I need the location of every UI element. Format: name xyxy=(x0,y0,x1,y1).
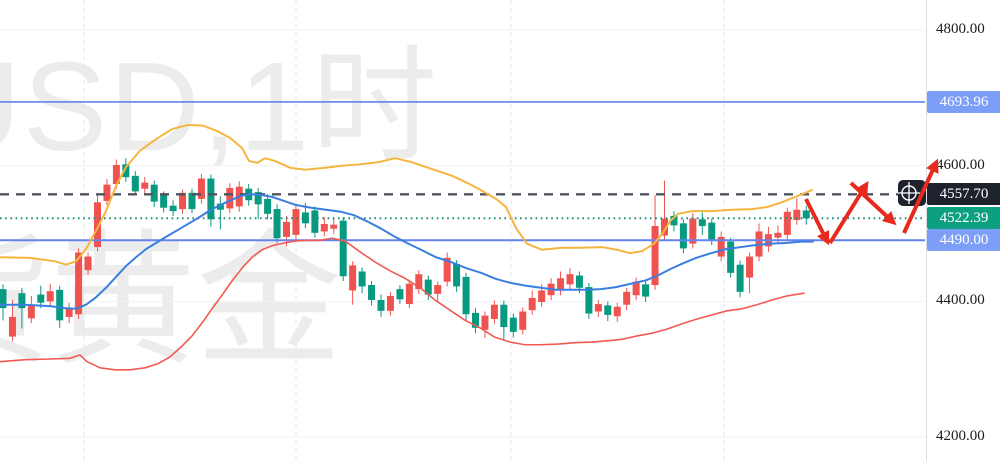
candle xyxy=(18,287,26,329)
candle xyxy=(802,205,810,225)
candle xyxy=(320,217,328,237)
candle xyxy=(94,194,101,252)
candle xyxy=(746,252,754,294)
axis-label-4800.00: 4800.00 xyxy=(936,21,985,37)
axis-label-4200.00: 4200.00 xyxy=(936,428,985,444)
candle xyxy=(632,277,640,300)
candle xyxy=(509,313,517,338)
candle xyxy=(424,275,432,300)
candle xyxy=(8,299,16,342)
candle xyxy=(216,196,224,230)
candle xyxy=(566,268,574,290)
candle xyxy=(613,302,621,322)
candle xyxy=(623,287,631,311)
candle xyxy=(377,294,385,317)
candle xyxy=(207,174,215,227)
candle xyxy=(37,285,45,309)
candle xyxy=(179,189,187,214)
candle xyxy=(264,194,272,220)
candle xyxy=(84,252,92,275)
candle xyxy=(339,217,347,281)
watermark-symbol-timeframe: USD,1时 xyxy=(0,36,440,177)
candle xyxy=(764,226,772,252)
candle xyxy=(642,280,650,303)
candle xyxy=(462,272,470,321)
candle xyxy=(679,219,687,254)
candle xyxy=(311,206,319,238)
candle xyxy=(188,188,196,214)
candle xyxy=(254,188,262,220)
candle xyxy=(727,237,735,278)
candle xyxy=(490,300,498,324)
candle xyxy=(358,267,366,294)
candle xyxy=(368,280,376,306)
candle xyxy=(122,158,130,182)
candle xyxy=(141,177,149,194)
candle xyxy=(481,311,489,338)
price-axis[interactable]: 4800.00 4693.96 4600.00 4557.70 4522.39 4490.… xyxy=(926,0,1000,461)
candle xyxy=(386,291,394,316)
candle xyxy=(131,171,139,196)
candle xyxy=(528,290,536,315)
candle xyxy=(585,283,593,319)
price-badge-4693.96: 4693.96 xyxy=(927,90,1000,113)
price-badge-4557.70: 4557.70 xyxy=(927,183,1000,206)
bollinger-upper-line xyxy=(0,123,813,266)
candle xyxy=(736,260,744,298)
candle xyxy=(472,308,479,334)
axis-label-4600.00: 4600.00 xyxy=(936,156,985,173)
candle xyxy=(557,271,565,296)
candle xyxy=(283,215,290,247)
candle xyxy=(292,205,300,241)
candle xyxy=(65,302,73,324)
candle xyxy=(0,284,7,321)
candle xyxy=(415,270,423,294)
candle xyxy=(150,180,158,208)
candle xyxy=(273,204,281,243)
grid xyxy=(0,0,925,461)
axis-label-4400.00: 4400.00 xyxy=(936,292,985,309)
candle xyxy=(197,173,205,204)
candle xyxy=(670,211,678,232)
candle xyxy=(500,300,508,340)
candle xyxy=(717,231,725,262)
candle xyxy=(443,252,451,287)
candle xyxy=(330,218,338,235)
bollinger-lower-line xyxy=(0,237,805,371)
candle xyxy=(755,223,763,262)
candle xyxy=(103,179,111,206)
candle xyxy=(793,198,801,225)
price-badge-4522.39: 4522.39 xyxy=(927,207,1000,230)
candle xyxy=(349,261,357,305)
candle xyxy=(169,200,177,216)
candle xyxy=(594,299,602,317)
candle xyxy=(434,281,442,303)
candle xyxy=(519,307,527,335)
candle xyxy=(604,301,612,322)
candle xyxy=(405,279,413,309)
candle xyxy=(27,295,35,324)
candle xyxy=(698,212,706,235)
bollinger-middle-line xyxy=(0,193,814,310)
candle xyxy=(226,183,234,214)
candles-series xyxy=(0,158,810,342)
candle xyxy=(46,283,54,307)
price-badge-4490.00: 4490.00 xyxy=(927,229,1000,252)
candle xyxy=(396,285,404,305)
candle xyxy=(783,207,791,240)
